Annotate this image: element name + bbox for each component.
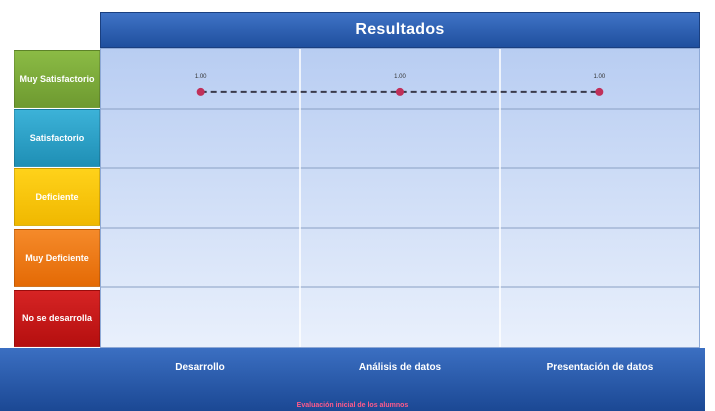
data-point — [595, 87, 604, 96]
level-box-muy-deficiente: Muy Deficiente — [14, 229, 100, 287]
chart-title-bar: Resultados — [100, 12, 700, 48]
x-axis-bar: Desarrollo Análisis de datos Presentació… — [0, 348, 705, 411]
data-label: 1.00 — [593, 74, 605, 80]
data-point — [196, 87, 205, 96]
plot-svg: 1.00 1.00 1.00 — [101, 49, 699, 347]
chart-title: Resultados — [355, 21, 445, 38]
level-label-satisfactorio: Satisfactorio — [29, 132, 85, 143]
x-tick-label-desarrollo: Desarrollo — [175, 362, 225, 373]
level-box-no-se-desarrolla: No se desarrolla — [14, 290, 100, 347]
data-label: 1.00 — [195, 74, 207, 80]
level-label-no-se-desarrolla: No se desarrolla — [21, 313, 93, 323]
x-tick-label-analisis: Análisis de datos — [358, 362, 442, 373]
data-label: 1.00 — [394, 74, 406, 80]
level-box-deficiente: Deficiente — [14, 168, 100, 226]
level-label-deficiente: Deficiente — [35, 191, 79, 202]
data-point — [396, 87, 404, 96]
plot-area: 1.00 1.00 1.00 — [100, 48, 700, 348]
level-label-muy-deficiente: Muy Deficiente — [25, 252, 89, 263]
level-label-muy-satisfactorio: Muy Satisfactorio — [19, 73, 95, 84]
x-tick-label-presentacion: Presentación de datos — [546, 362, 654, 373]
level-box-satisfactorio: Satisfactorio — [14, 109, 100, 167]
footnote: Evaluación inicial de los alumnos — [296, 402, 409, 409]
level-box-muy-satisfactorio: Muy Satisfactorio — [14, 50, 100, 108]
